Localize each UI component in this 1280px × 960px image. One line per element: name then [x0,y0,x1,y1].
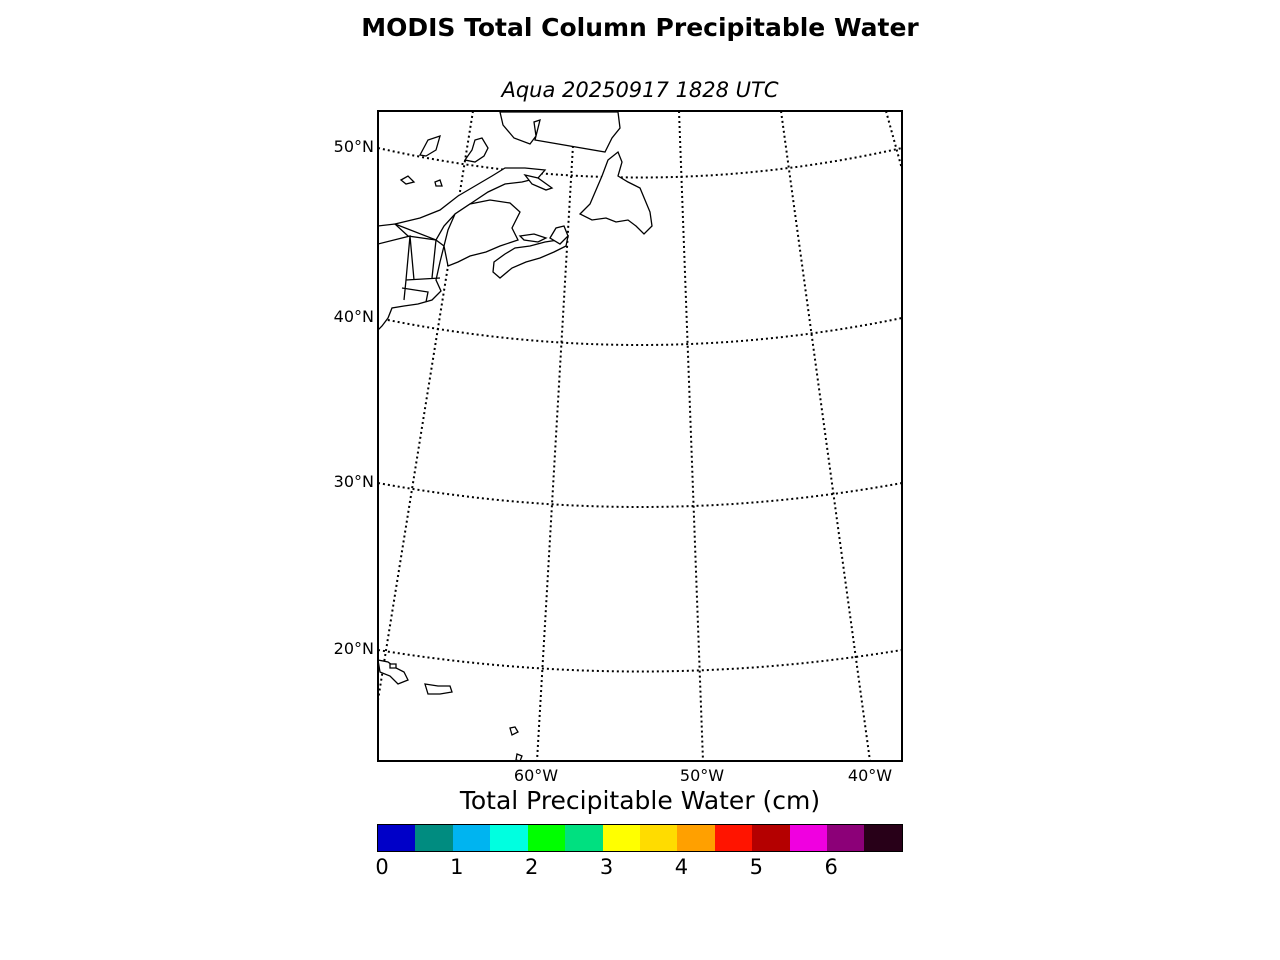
colorbar-segment-11 [789,825,828,851]
colorbar-segment-5 [565,825,603,851]
meridian-50w [678,111,704,761]
landmass-small-caribbean [389,663,397,669]
colorbar-segment-9 [714,825,753,851]
colorbar-segment-1 [415,825,453,851]
landmass-newfoundland [578,150,653,235]
meridian-30w [885,111,902,173]
landmass-pei [518,233,548,243]
landmass-nova-scotia [492,234,569,279]
colorbar-tick-label: 4 [674,855,689,879]
landmass-cape-breton [549,225,569,245]
colorbar [377,824,903,852]
coastlines [378,111,653,761]
colorbar-segment-3 [490,825,528,851]
graticule [378,111,902,761]
colorbar-tick-label: 0 [375,855,389,879]
landmass-lesser-antilles-1 [509,726,519,736]
state-borders [378,235,441,303]
colorbar-segment-7 [639,825,678,851]
landmass-labrador-north [499,111,621,153]
colorbar-title: Total Precipitable Water (cm) [459,786,821,815]
colorbar-segment-10 [752,825,790,851]
parallel-20n [378,649,902,673]
map-frame [377,110,903,762]
lat-label-50n: 50°N [333,137,374,156]
landmass-new-brunswick [443,199,521,267]
landmass-quebec [419,134,441,157]
colorbar-segment-12 [827,825,865,851]
colorbar-segment-0 [378,825,416,851]
colorbar-segment-6 [602,825,640,851]
landmass-anticosti [523,173,554,191]
lon-label-60w: 60°W [513,766,559,785]
landmass-new-england [378,223,445,331]
colorbar-segment-2 [452,825,491,851]
colorbar-segment-8 [677,825,715,851]
colorbar-tick-label: 6 [824,855,838,879]
lat-label-20n: 20°N [333,639,374,658]
colorbar-segment-4 [527,825,566,851]
meridian-40w [780,111,871,761]
meridian-60w [536,111,576,761]
chart-subtitle: Aqua 20250917 1828 UTC [501,78,779,102]
landmass-small-island [434,179,443,187]
lat-label-40n: 40°N [333,307,374,326]
colorbar-tick-label: 2 [525,855,539,879]
lat-label-30n: 30°N [333,472,374,491]
parallel-40n [378,317,902,346]
parallel-50n [378,147,902,179]
colorbar-tick-label: 3 [599,855,614,879]
lon-label-50w: 50°W [679,766,725,785]
landmass-labrador [463,137,489,163]
chart-title: MODIS Total Column Precipitable Water [361,13,919,42]
landmass-puerto-rico [424,683,453,695]
colorbar-tick-label: 5 [749,855,763,879]
landmass-magdalen [399,175,416,185]
lon-label-40w: 40°W [847,766,893,785]
colorbar-tick-label: 1 [450,855,464,879]
landmass-lesser-antilles-2 [515,753,523,761]
colorbar-segment-13 [864,825,902,851]
parallel-30n [378,482,902,508]
